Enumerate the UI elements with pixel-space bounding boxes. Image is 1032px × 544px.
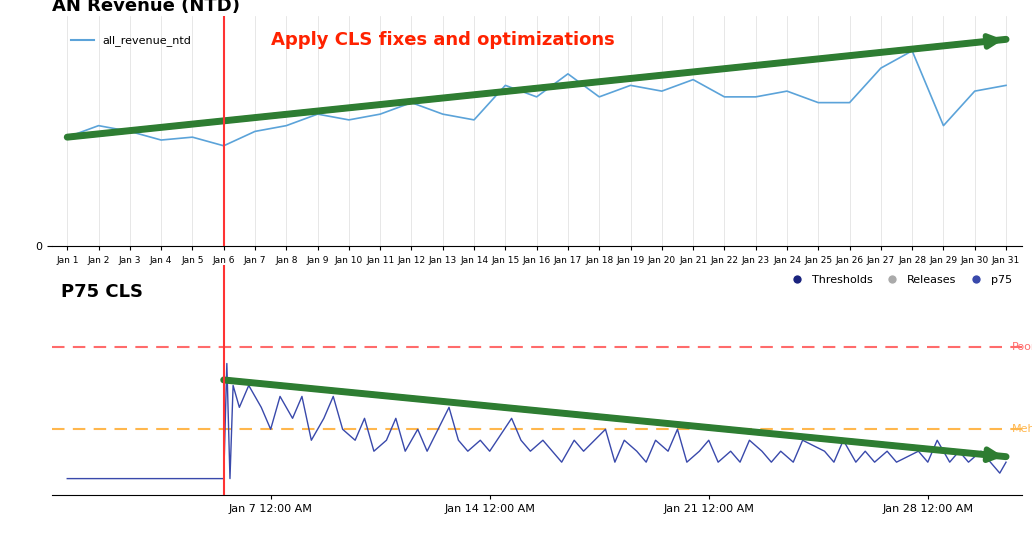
Legend: all_revenue_ntd: all_revenue_ntd bbox=[67, 31, 196, 51]
Text: Meh: Meh bbox=[1012, 424, 1032, 434]
Text: AN Revenue (NTD): AN Revenue (NTD) bbox=[52, 0, 239, 15]
Text: P75 CLS: P75 CLS bbox=[61, 283, 143, 301]
Text: Apply CLS fixes and optimizations: Apply CLS fixes and optimizations bbox=[270, 31, 614, 49]
Text: Poor: Poor bbox=[1012, 342, 1032, 352]
Legend: Thresholds, Releases, p75: Thresholds, Releases, p75 bbox=[781, 270, 1017, 289]
